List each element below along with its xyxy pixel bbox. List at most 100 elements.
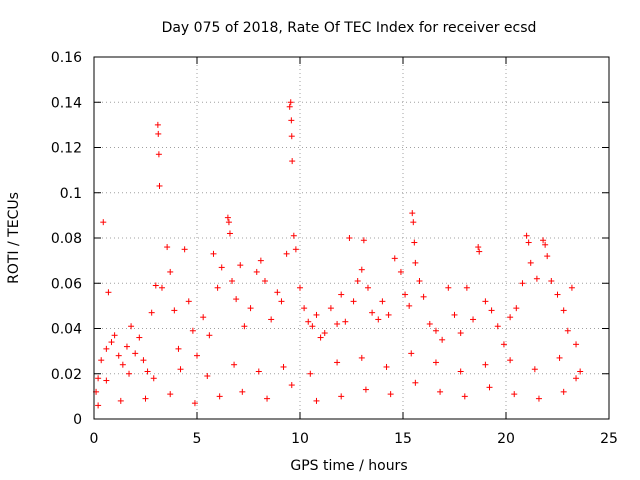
data-point-marker <box>488 307 495 314</box>
data-point-marker <box>411 239 418 246</box>
data-point-marker <box>280 363 287 370</box>
x-tick-layer: 0 5 10 15 20 25 <box>90 57 618 447</box>
data-point-marker <box>346 235 353 241</box>
data-point-marker <box>463 284 470 291</box>
data-point-marker <box>283 250 290 257</box>
x-axis-label: GPS time / hours <box>290 458 407 474</box>
data-point-marker <box>500 341 507 348</box>
data-point-marker <box>111 332 118 339</box>
data-point-marker <box>98 357 105 364</box>
data-point-marker <box>156 182 163 189</box>
chart-title: Day 075 of 2018, Rate Of TEC Index for r… <box>162 20 537 36</box>
data-point-marker <box>189 327 196 334</box>
data-point-marker <box>175 345 182 352</box>
data-point-marker <box>573 375 580 382</box>
data-point-marker <box>253 268 260 275</box>
data-point-marker <box>457 368 464 375</box>
data-point-marker <box>420 293 427 300</box>
data-point-marker <box>237 262 244 269</box>
data-point-marker <box>470 316 477 323</box>
data-point-marker <box>338 291 345 298</box>
x-tick-label: 25 <box>600 431 618 447</box>
data-point-marker <box>542 241 549 248</box>
data-point-marker <box>152 282 159 289</box>
data-point-marker <box>548 277 555 284</box>
data-point-marker <box>287 99 294 106</box>
data-point-marker <box>560 307 567 314</box>
data-point-marker <box>375 316 382 323</box>
data-point-marker <box>432 327 439 334</box>
data-point-marker <box>507 314 514 321</box>
data-point-marker <box>321 330 328 337</box>
data-point-marker <box>103 377 110 384</box>
data-point-marker <box>416 277 423 284</box>
grid-layer <box>94 57 609 419</box>
data-point-marker <box>103 345 110 352</box>
data-point-marker <box>206 332 213 339</box>
y-tick-label: 0.08 <box>51 231 82 247</box>
data-point-marker <box>535 395 542 402</box>
data-point-marker <box>167 268 174 275</box>
data-point-marker <box>288 133 295 140</box>
data-point-marker <box>379 298 386 305</box>
data-point-marker <box>158 284 165 291</box>
data-point-marker <box>342 318 349 325</box>
data-point-marker <box>507 357 514 364</box>
data-point-marker <box>171 307 178 314</box>
data-point-marker <box>167 391 174 398</box>
data-point-marker <box>288 117 295 124</box>
data-point-marker <box>410 219 417 226</box>
data-point-marker <box>364 284 371 291</box>
data-point-marker <box>225 219 232 226</box>
data-point-marker <box>185 298 192 305</box>
data-point-marker <box>426 320 433 327</box>
data-point-marker <box>241 323 248 330</box>
data-point-marker <box>313 311 320 318</box>
data-point-marker <box>362 386 369 393</box>
data-point-marker <box>476 248 483 255</box>
data-point-marker <box>200 314 207 321</box>
data-point-marker <box>301 305 308 312</box>
data-point-marker <box>105 289 112 296</box>
data-point-marker <box>387 391 394 398</box>
data-point-marker <box>482 361 489 368</box>
data-point-marker <box>224 214 231 221</box>
data-point-marker <box>568 284 575 291</box>
data-point-marker <box>412 379 419 386</box>
data-point-marker <box>369 309 376 316</box>
data-point-marker <box>358 354 365 361</box>
data-point-marker <box>383 363 390 370</box>
y-tick-label: 0 <box>73 412 82 428</box>
data-point-marker <box>334 320 341 327</box>
data-point-marker <box>451 311 458 318</box>
data-point-marker <box>150 375 157 382</box>
data-point-marker <box>128 323 135 330</box>
data-point-marker <box>144 368 151 375</box>
data-point-marker <box>233 296 240 303</box>
data-point-marker <box>123 343 130 350</box>
data-point-marker <box>307 370 314 377</box>
data-point-marker <box>385 311 392 318</box>
data-point-marker <box>402 291 409 298</box>
data-point-marker <box>191 400 198 407</box>
data-point-marker <box>560 388 567 395</box>
data-point-marker <box>95 402 102 409</box>
data-point-marker <box>564 327 571 334</box>
data-point-marker <box>257 257 264 264</box>
data-point-marker <box>140 357 147 364</box>
data-point-marker <box>544 253 551 260</box>
data-point-marker <box>100 219 107 226</box>
data-point-marker <box>108 339 115 346</box>
data-point-marker <box>239 388 246 395</box>
data-point-marker <box>511 391 518 398</box>
y-tick-label: 0.06 <box>51 276 82 292</box>
data-point-marker <box>531 366 538 373</box>
data-point-marker <box>327 305 334 312</box>
data-point-marker <box>397 268 404 275</box>
data-point-marker <box>288 382 295 389</box>
data-point-marker <box>210 250 217 257</box>
data-point-marker <box>391 255 398 262</box>
data-point-marker <box>358 266 365 273</box>
y-tick-label: 0.16 <box>51 50 82 66</box>
